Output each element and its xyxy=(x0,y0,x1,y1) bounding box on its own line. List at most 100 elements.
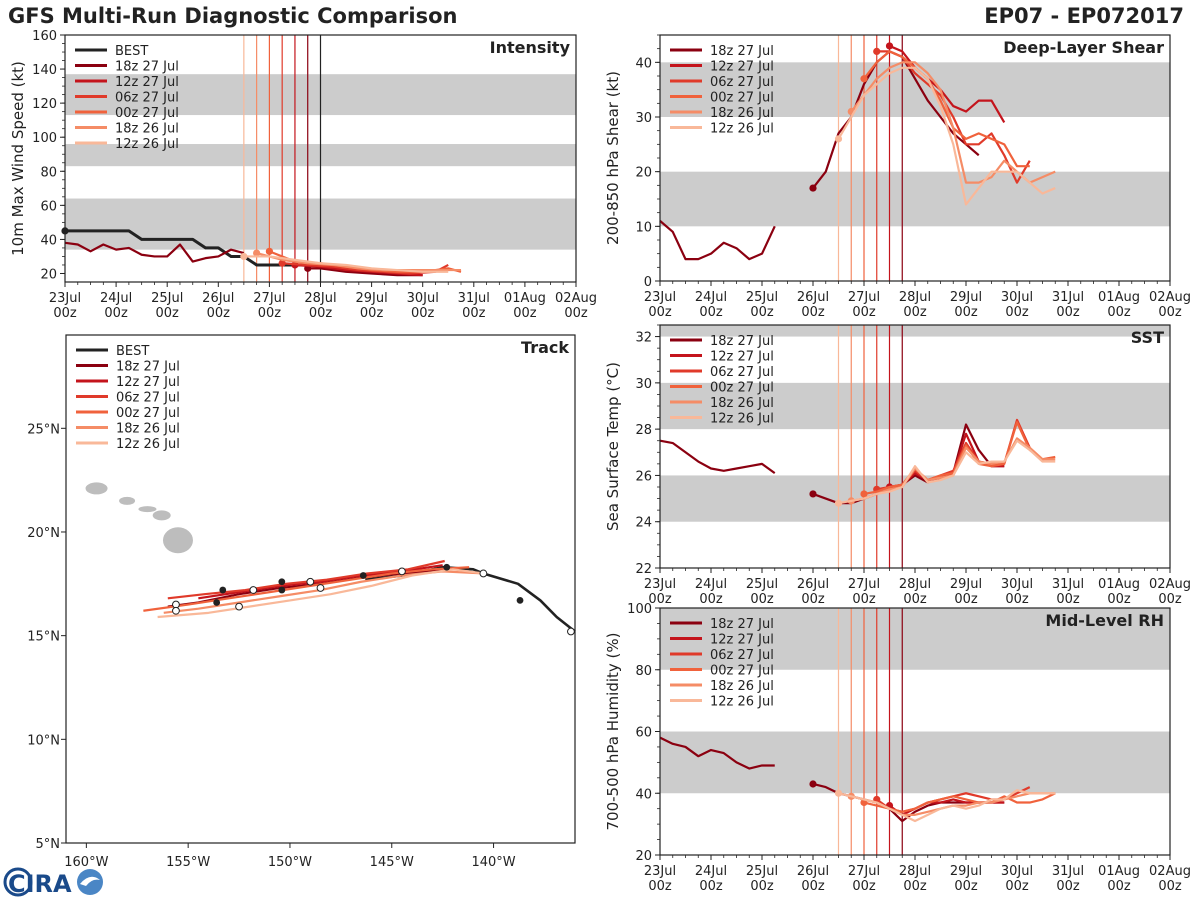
legend-label: 12z 27 Jul xyxy=(710,633,774,648)
legend-label: 00z 27 Jul xyxy=(115,106,179,121)
series-line xyxy=(659,220,776,261)
track-point-filled xyxy=(278,586,286,594)
x-tick-label: 27Jul xyxy=(848,864,880,879)
x-tick-label: 28Jul xyxy=(304,291,336,306)
panel-title: Mid-Level RH xyxy=(1045,611,1164,630)
y-tick-label: 30 xyxy=(635,111,652,126)
y-tick-label: 24 xyxy=(635,516,652,531)
track-point-open xyxy=(479,569,488,578)
x-tick-label: 00z xyxy=(750,592,774,607)
track-point-open xyxy=(235,602,243,611)
x-tick-label: 02Aug xyxy=(1149,864,1191,879)
y-tick-label: 80 xyxy=(635,664,652,679)
lon-label: 150°W xyxy=(268,855,312,870)
x-tick-label: 00z xyxy=(750,305,774,320)
x-tick-label: 00z xyxy=(104,306,128,321)
series-line xyxy=(65,229,321,267)
series-init-point xyxy=(885,42,894,50)
series-init-point xyxy=(809,184,817,192)
y-tick-label: 60 xyxy=(40,199,57,214)
lon-label: 155°W xyxy=(166,855,210,870)
y-tick-label: 40 xyxy=(635,56,652,71)
logo-globe-icon xyxy=(3,867,33,897)
y-tick-label: 20 xyxy=(635,849,652,864)
x-tick-label: 00z xyxy=(699,305,723,320)
panel-title: Deep-Layer Shear xyxy=(1003,38,1164,57)
x-tick-label: 00z xyxy=(903,592,927,607)
legend-label: 18z 26 Jul xyxy=(115,122,179,137)
lon-label: 160°W xyxy=(64,855,108,870)
x-tick-label: 23Jul xyxy=(49,291,81,306)
track-line xyxy=(163,570,484,614)
legend-label: 12z 27 Jul xyxy=(710,350,774,365)
legend-label: 18z 27 Jul xyxy=(710,334,774,349)
y-tick-label: 10 xyxy=(635,220,652,235)
shade-band xyxy=(660,475,1170,522)
shade-band xyxy=(660,608,1170,670)
y-tick-label: 40 xyxy=(635,787,652,802)
cira-logo: CIRA xyxy=(3,867,103,898)
legend-label: 12z 27 Jul xyxy=(116,375,180,390)
y-tick-label: 32 xyxy=(635,331,652,346)
track-point-filled xyxy=(213,599,221,606)
series-line xyxy=(64,241,245,263)
x-tick-label: 00z xyxy=(1056,592,1080,607)
panel-title: SST xyxy=(1131,328,1164,347)
legend-label: 18z 26 Jul xyxy=(116,422,180,437)
track-point-open xyxy=(398,567,406,576)
island-molokai xyxy=(138,506,157,513)
x-tick-label: 30Jul xyxy=(407,291,439,306)
x-tick-label: 00z xyxy=(801,592,825,607)
legend-label: BEST xyxy=(116,344,149,359)
x-tick-label: 29Jul xyxy=(355,291,387,306)
legend-label: 12z 27 Jul xyxy=(710,60,774,75)
y-tick-label: 100 xyxy=(627,602,652,617)
x-tick-label: 00z xyxy=(1005,305,1029,320)
x-tick-label: 00z xyxy=(411,306,435,321)
lat-label: 10°N xyxy=(27,733,60,748)
y-axis-label: 700-500 hPa Humidity (%) xyxy=(604,632,622,830)
x-tick-label: 31Jul xyxy=(1052,577,1084,592)
series-line xyxy=(307,267,423,277)
series-init-point xyxy=(834,789,843,797)
x-tick-label: 00z xyxy=(1107,305,1131,320)
y-tick-label: 140 xyxy=(32,63,57,78)
series-line xyxy=(838,789,1056,823)
y-axis-label: 200-850 hPa Shear (kt) xyxy=(604,71,622,245)
x-tick-label: 29Jul xyxy=(950,577,982,592)
x-tick-label: 26Jul xyxy=(202,291,234,306)
x-tick-label: 01Aug xyxy=(1098,864,1140,879)
lat-label: 25°N xyxy=(27,422,60,437)
x-tick-label: 31Jul xyxy=(1052,864,1084,879)
series-init-point xyxy=(240,252,248,261)
legend-label: 18z 27 Jul xyxy=(116,360,180,375)
panel-title: Intensity xyxy=(490,38,571,57)
lon-label: 145°W xyxy=(370,855,414,870)
x-tick-label: 00z xyxy=(258,306,282,321)
x-tick-label: 25Jul xyxy=(746,290,778,305)
x-tick-label: 24Jul xyxy=(695,290,727,305)
legend-label: 06z 27 Jul xyxy=(710,75,774,90)
x-tick-label: 27Jul xyxy=(253,291,285,306)
series-line xyxy=(837,66,1056,206)
x-tick-label: 00z xyxy=(801,305,825,320)
logo-swirl-icon xyxy=(77,869,103,895)
shade-band xyxy=(660,62,1170,117)
legend-label: 18z 27 Jul xyxy=(710,44,774,59)
x-tick-label: 00z xyxy=(462,306,486,321)
x-tick-label: 00z xyxy=(852,879,876,894)
x-tick-label: 00z xyxy=(648,879,672,894)
y-tick-label: 160 xyxy=(32,29,57,44)
x-tick-label: 00z xyxy=(1158,879,1182,894)
x-tick-label: 01Aug xyxy=(504,291,546,306)
shade-band xyxy=(660,171,1170,227)
x-tick-label: 00z xyxy=(750,879,774,894)
logo-text: CIRA xyxy=(8,870,72,898)
x-tick-label: 28Jul xyxy=(899,864,931,879)
y-tick-label: 22 xyxy=(635,562,652,577)
y-tick-label: 40 xyxy=(40,233,57,248)
x-tick-label: 00z xyxy=(207,306,231,321)
series-line xyxy=(659,736,775,770)
series-init-point xyxy=(860,75,868,83)
x-tick-label: 28Jul xyxy=(899,290,931,305)
